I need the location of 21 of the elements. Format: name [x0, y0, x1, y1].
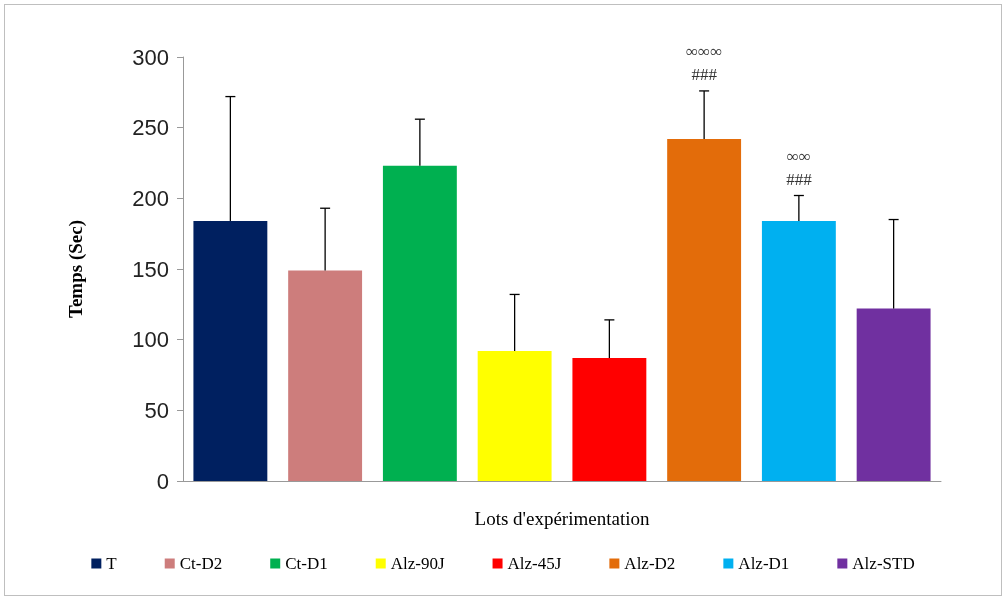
legend-label: Ct-D2 — [179, 554, 223, 573]
y-tick-label: 50 — [144, 397, 169, 423]
x-axis-title: Lots d'expérimentation — [474, 508, 650, 529]
legend-label: Ct-D1 — [285, 554, 328, 573]
y-tick-label: 100 — [132, 327, 169, 353]
legend-label: Alz-D1 — [738, 554, 790, 573]
y-tick-label: 300 — [132, 44, 169, 70]
y-axis-title: Temps (Sec) — [65, 220, 87, 318]
legend-label: T — [106, 554, 118, 573]
legend-label: Alz-D2 — [624, 554, 676, 573]
y-tick-label: 250 — [132, 115, 169, 141]
legend-label: Alz-90J — [390, 554, 445, 573]
legend-label: Alz-45J — [507, 554, 562, 573]
y-tick-label: 150 — [132, 256, 169, 282]
y-tick-label: 200 — [132, 185, 169, 211]
annotation: ### — [691, 64, 718, 84]
legend-label: Alz-STD — [852, 554, 915, 573]
annotation: ∞∞ — [786, 146, 811, 166]
annotation: ### — [786, 169, 813, 189]
y-tick-label: 0 — [156, 468, 169, 494]
annotation: ∞∞∞ — [685, 41, 723, 61]
